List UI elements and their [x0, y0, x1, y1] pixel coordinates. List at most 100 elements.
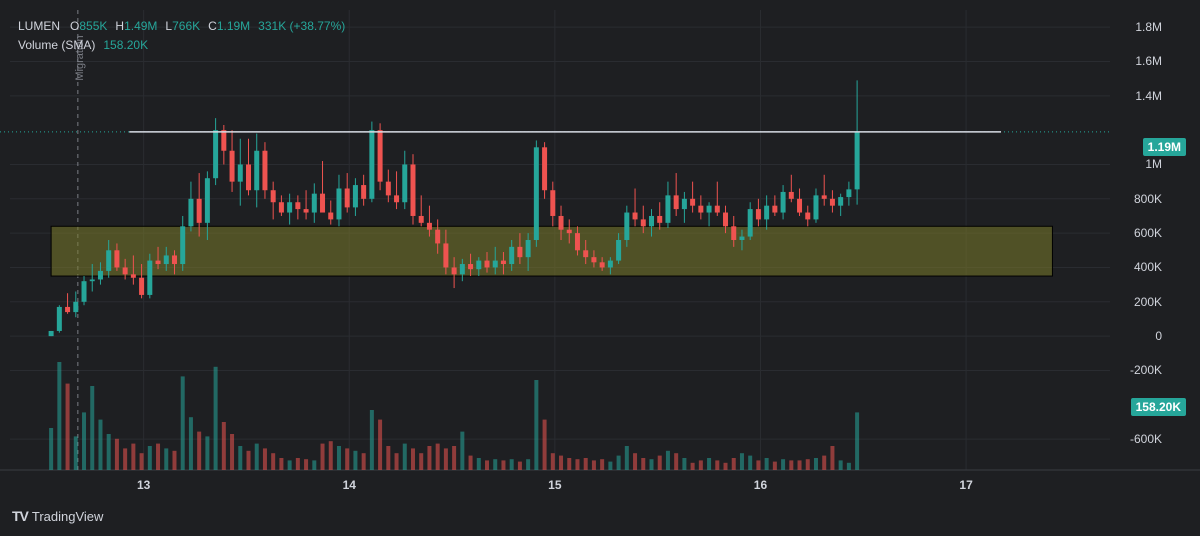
candlesticks [48, 80, 860, 337]
candle-body [698, 205, 704, 213]
volume-bar [164, 448, 169, 470]
change-value: 331K (+38.77%) [258, 19, 346, 33]
volume-bar [698, 460, 703, 470]
volume-bar [855, 412, 860, 470]
candle-body [558, 215, 564, 230]
volume-bar [139, 453, 144, 470]
volume-bars [49, 362, 860, 470]
candle-body [723, 212, 729, 227]
volume-bar [287, 460, 292, 470]
candle-body [56, 306, 62, 331]
volume-bar [501, 460, 506, 470]
candle-body [533, 147, 539, 240]
candle-body [648, 215, 654, 227]
candle-body [829, 198, 835, 206]
volume-bar [336, 446, 341, 470]
candle-body [237, 164, 243, 182]
candle-body [106, 250, 112, 271]
volume-bar [526, 459, 531, 470]
volume-bar [361, 453, 366, 470]
volume-bar [641, 458, 646, 470]
candle-body [500, 260, 506, 265]
y-tick-label: 1.4M [1135, 88, 1162, 103]
volume-bar [90, 386, 95, 470]
volume-bar [172, 450, 177, 470]
volume-bar [114, 438, 119, 470]
candle-body [130, 274, 136, 278]
candle-body [426, 222, 432, 230]
candle-body [221, 130, 227, 151]
volume-bar [427, 446, 432, 470]
candle-body [566, 229, 572, 234]
y-tick-label: 600K [1133, 226, 1162, 241]
volume-bar [230, 434, 235, 470]
volume-bar [312, 460, 317, 470]
candle-body [377, 130, 383, 182]
volume-bar [98, 419, 103, 470]
volume-label[interactable]: Volume (SMA) [18, 38, 96, 52]
volume-bar [707, 458, 712, 470]
volume-bar [813, 458, 818, 470]
volume-bar [559, 455, 564, 470]
candle-body [361, 185, 367, 199]
volume-bar [690, 462, 695, 470]
volume-bar [246, 450, 251, 470]
volume-bar [82, 412, 87, 470]
candle-body [97, 270, 103, 280]
candle-body [788, 191, 794, 199]
volume-badge: 158.20K [1130, 398, 1186, 416]
volume-bar [295, 458, 300, 470]
volume-bar [838, 460, 843, 470]
volume-legend: Volume (SMA) 158.20K [18, 38, 148, 52]
candle-body [755, 209, 761, 220]
candle-body [155, 260, 161, 265]
candle-body [147, 260, 153, 295]
candle-body [624, 212, 630, 240]
candle-body [484, 260, 490, 268]
symbol-name[interactable]: LUMEN [18, 19, 61, 33]
open-value: 855K [79, 19, 108, 33]
volume-bar [723, 462, 728, 470]
volume-bar [156, 443, 161, 470]
candle-body [673, 195, 679, 210]
candle-body [492, 260, 498, 268]
volume-bar [188, 417, 193, 470]
volume-bar [600, 459, 605, 470]
candle-body [443, 243, 449, 268]
volume-value: 158.20K [103, 38, 149, 52]
volume-bar [756, 460, 761, 470]
volume-bar [262, 448, 267, 470]
low-label: L [165, 19, 173, 33]
low-value: 766K [172, 19, 201, 33]
candle-body [320, 193, 326, 213]
candle-body [229, 150, 235, 182]
volume-bar [410, 448, 415, 470]
volume-bar [123, 448, 128, 470]
candle-body [418, 215, 424, 223]
volume-bar [534, 380, 539, 470]
volume-bar [616, 455, 621, 470]
candle-body [213, 130, 219, 179]
candle-body [838, 197, 844, 206]
volume-bar [509, 459, 514, 470]
candle-body [583, 250, 589, 258]
candle-body [336, 188, 342, 220]
candle-body [410, 164, 416, 216]
candle-body [81, 281, 87, 302]
candle-body [657, 215, 663, 223]
volume-bar [781, 459, 786, 470]
tradingview-logo[interactable]: TV TradingView [12, 508, 103, 524]
volume-bar [73, 436, 78, 470]
volume-bar [485, 460, 490, 470]
x-tick-label: 14 [343, 478, 357, 492]
volume-bar [583, 458, 588, 470]
volume-bar [106, 434, 111, 470]
candle-body [616, 240, 622, 261]
volume-bar [49, 428, 54, 470]
candle-body [805, 212, 811, 220]
candle-body [517, 246, 523, 258]
volume-bar [180, 376, 185, 470]
candle-body [303, 209, 309, 213]
volume-bar [345, 448, 350, 470]
